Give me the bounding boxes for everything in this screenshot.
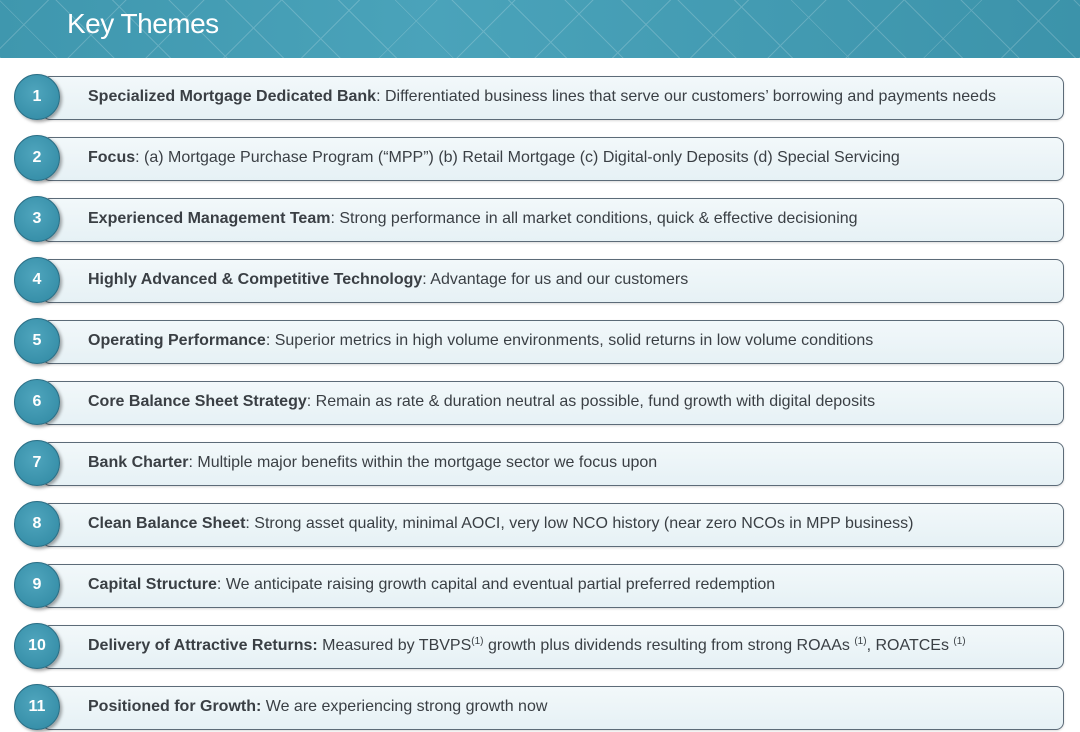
theme-item: 10 Delivery of Attractive Returns: Measu… <box>14 623 1064 671</box>
theme-text: Highly Advanced & Competitive Technology… <box>88 271 688 289</box>
theme-text: Positioned for Growth: We are experienci… <box>88 698 547 716</box>
footnote-ref: (1) <box>471 636 484 647</box>
theme-item: 8 Clean Balance Sheet: Strong asset qual… <box>14 501 1064 549</box>
theme-item: 7 Bank Charter: Multiple major benefits … <box>14 440 1064 488</box>
theme-box <box>42 137 1064 181</box>
theme-label: Experienced Management Team <box>88 210 331 227</box>
theme-item: 3 Experienced Management Team: Strong pe… <box>14 196 1064 244</box>
theme-box <box>42 381 1064 425</box>
theme-description: : Strong asset quality, minimal AOCI, ve… <box>245 515 914 532</box>
theme-label: Focus <box>88 149 136 166</box>
theme-box <box>42 76 1064 120</box>
theme-description: : Superior metrics in high volume enviro… <box>265 332 874 349</box>
theme-number-badge: 1 <box>14 74 60 120</box>
theme-item: 6 Core Balance Sheet Strategy: Remain as… <box>14 379 1064 427</box>
theme-description: : (a) Mortgage Purchase Program (“MPP”) … <box>135 149 900 166</box>
theme-number-badge: 9 <box>14 562 60 608</box>
theme-text: Core Balance Sheet Strategy: Remain as r… <box>88 393 875 411</box>
theme-description: We are experiencing strong growth now <box>261 698 548 715</box>
theme-number-badge: 4 <box>14 257 60 303</box>
theme-text: Operating Performance: Superior metrics … <box>88 332 873 350</box>
theme-description: : Multiple major benefits within the mor… <box>188 454 658 471</box>
theme-text: Experienced Management Team: Strong perf… <box>88 210 858 228</box>
slide-header: Key Themes <box>0 0 1080 58</box>
theme-label: Specialized Mortgage Dedicated Bank <box>88 88 377 105</box>
theme-item: 9 Capital Structure: We anticipate raisi… <box>14 562 1064 610</box>
theme-number-badge: 10 <box>14 623 60 669</box>
theme-number-badge: 6 <box>14 379 60 425</box>
theme-item: 2 Focus: (a) Mortgage Purchase Program (… <box>14 135 1064 183</box>
theme-text: Delivery of Attractive Returns: Measured… <box>88 637 966 655</box>
theme-description: growth plus dividends resulting from str… <box>483 637 855 654</box>
slide-title: Key Themes <box>67 8 219 39</box>
theme-number-badge: 11 <box>14 684 60 730</box>
theme-text: Focus: (a) Mortgage Purchase Program (“M… <box>88 149 900 167</box>
theme-label: Highly Advanced & Competitive Technology <box>88 271 423 288</box>
theme-number-badge: 7 <box>14 440 60 486</box>
theme-number-badge: 3 <box>14 196 60 242</box>
theme-label: Clean Balance Sheet <box>88 515 246 532</box>
theme-description: , ROATCEs <box>866 637 954 654</box>
theme-label: Bank Charter <box>88 454 189 471</box>
theme-text: Capital Structure: We anticipate raising… <box>88 576 775 594</box>
theme-description: : Differentiated business lines that ser… <box>376 88 996 105</box>
theme-description: : Advantage for us and our customers <box>422 271 689 288</box>
footnote-ref: (1) <box>953 636 966 647</box>
theme-box <box>42 259 1064 303</box>
theme-label: Delivery of Attractive Returns: <box>88 637 318 654</box>
theme-box <box>42 442 1064 486</box>
theme-label: Core Balance Sheet Strategy <box>88 393 307 410</box>
theme-number-badge: 2 <box>14 135 60 181</box>
theme-item: 1 Specialized Mortgage Dedicated Bank: D… <box>14 74 1064 122</box>
theme-label: Operating Performance <box>88 332 266 349</box>
theme-description: Measured by TBVPS <box>317 637 472 654</box>
theme-box <box>42 625 1064 669</box>
theme-item: 5 Operating Performance: Superior metric… <box>14 318 1064 366</box>
theme-text: Specialized Mortgage Dedicated Bank: Dif… <box>88 88 996 106</box>
theme-text: Bank Charter: Multiple major benefits wi… <box>88 454 657 472</box>
theme-item: 4 Highly Advanced & Competitive Technolo… <box>14 257 1064 305</box>
theme-text: Clean Balance Sheet: Strong asset qualit… <box>88 515 913 533</box>
theme-number-badge: 5 <box>14 318 60 364</box>
theme-label: Positioned for Growth: <box>88 698 262 715</box>
theme-label: Capital Structure <box>88 576 217 593</box>
theme-item: 11 Positioned for Growth: We are experie… <box>14 684 1064 732</box>
theme-description: : We anticipate raising growth capital a… <box>216 576 776 593</box>
theme-number-badge: 8 <box>14 501 60 547</box>
theme-description: : Strong performance in all market condi… <box>330 210 858 227</box>
theme-box <box>42 320 1064 364</box>
theme-box <box>42 564 1064 608</box>
theme-box <box>42 198 1064 242</box>
theme-description: : Remain as rate & duration neutral as p… <box>306 393 876 410</box>
theme-box <box>42 503 1064 547</box>
footnote-ref: (1) <box>854 636 867 647</box>
header-background-pattern <box>0 0 1080 58</box>
theme-box <box>42 686 1064 730</box>
